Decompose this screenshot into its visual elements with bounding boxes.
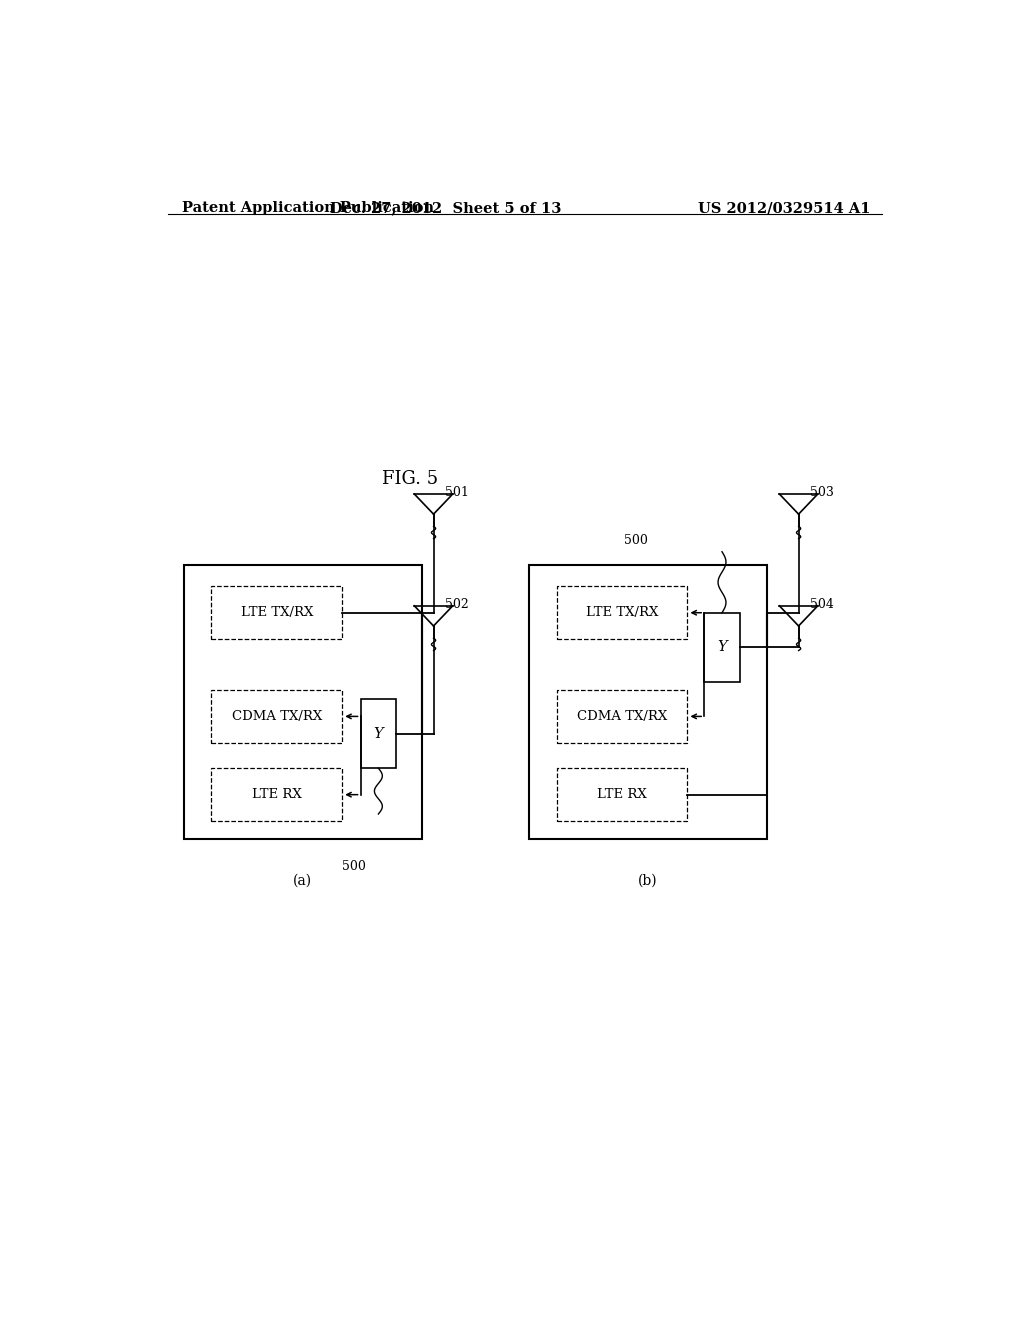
Text: Patent Application Publication: Patent Application Publication (182, 201, 434, 215)
Bar (211, 768, 342, 821)
Text: CDMA TX/RX: CDMA TX/RX (577, 710, 668, 723)
Text: US 2012/0329514 A1: US 2012/0329514 A1 (697, 201, 870, 215)
Bar (211, 586, 342, 639)
Bar (211, 690, 342, 743)
Text: (a): (a) (293, 874, 312, 888)
Text: 500: 500 (624, 533, 648, 546)
Text: LTE TX/RX: LTE TX/RX (241, 606, 313, 619)
Text: Y: Y (717, 640, 727, 655)
Text: 503: 503 (811, 486, 835, 499)
Text: 501: 501 (445, 486, 469, 499)
Text: 504: 504 (811, 598, 835, 611)
Text: 502: 502 (445, 598, 469, 611)
Bar (557, 690, 687, 743)
Bar (557, 586, 687, 639)
Text: LTE RX: LTE RX (252, 788, 302, 801)
Bar (183, 565, 422, 840)
Bar (705, 612, 740, 682)
Text: (b): (b) (638, 874, 657, 888)
Bar (528, 565, 767, 840)
Text: LTE TX/RX: LTE TX/RX (586, 606, 658, 619)
Text: 500: 500 (342, 859, 367, 873)
Text: FIG. 5: FIG. 5 (382, 470, 438, 487)
Bar (360, 700, 396, 768)
Bar (557, 768, 687, 821)
Text: Dec. 27, 2012  Sheet 5 of 13: Dec. 27, 2012 Sheet 5 of 13 (330, 201, 561, 215)
Text: Y: Y (374, 727, 383, 741)
Text: LTE RX: LTE RX (597, 788, 647, 801)
Text: CDMA TX/RX: CDMA TX/RX (231, 710, 322, 723)
